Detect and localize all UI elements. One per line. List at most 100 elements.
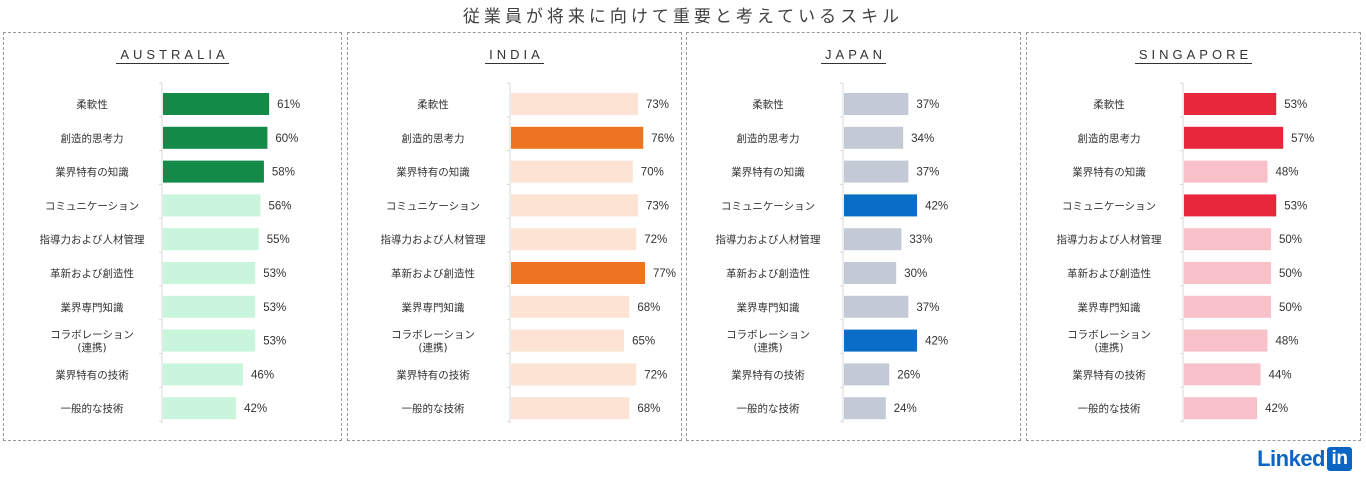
- value-label: 73%: [646, 99, 669, 111]
- value-label: 48%: [1276, 167, 1299, 179]
- category-label: コミュニケーション: [1062, 200, 1156, 212]
- bar-japan-6: [844, 295, 909, 318]
- linkedin-logo: Linked in: [1257, 446, 1352, 472]
- bar-india-4: [511, 228, 637, 251]
- bar-japan-7: [844, 329, 918, 352]
- bar-india-1: [511, 126, 644, 149]
- category-label: 一般的な技術: [1078, 402, 1141, 415]
- bar-singapore-6: [1184, 295, 1271, 318]
- bar-australia-0: [163, 93, 270, 115]
- value-label: 55%: [267, 234, 290, 246]
- bar-singapore-0: [1184, 93, 1277, 115]
- chart-india: 73% 柔軟性 76% 創造的思考力 70% 業界特有の知識 73% コミュニケーション 72%…: [381, 82, 676, 424]
- bar-singapore-8: [1184, 363, 1261, 386]
- value-label: 72%: [644, 234, 667, 246]
- value-label: 58%: [272, 167, 295, 179]
- value-label: 42%: [925, 336, 948, 348]
- category-label: 指導力および人材管理: [40, 233, 145, 246]
- category-label: コラボレーション(連携): [726, 329, 810, 354]
- value-label: 50%: [1279, 234, 1302, 246]
- bar-india-5: [511, 262, 645, 284]
- category-label: 指導力および人材管理: [1057, 233, 1162, 246]
- panel-title-japan: JAPAN: [821, 47, 886, 64]
- category-label: コラボレーション(連携): [391, 329, 475, 354]
- category-label: 柔軟性: [752, 98, 784, 111]
- category-label: 指導力および人材管理: [381, 233, 486, 246]
- bar-singapore-2: [1184, 160, 1268, 183]
- bar-australia-1: [163, 126, 268, 149]
- value-label: 34%: [911, 133, 934, 145]
- chart-japan: 37% 柔軟性 34% 創造的思考力 37% 業界特有の知識 42% コミュニケーション 33%…: [716, 82, 948, 424]
- value-label: 53%: [263, 268, 286, 280]
- panel-singapore: SINGAPORE 53% 柔軟性 57% 創造的思考力 48% 業界特有の知識 53% コミ…: [1026, 32, 1361, 441]
- category-label: コミュニケーション: [386, 200, 480, 212]
- value-label: 46%: [251, 369, 274, 381]
- category-label: コミュニケーション: [721, 200, 815, 212]
- category-label: 業界専門知識: [1078, 301, 1141, 314]
- value-label: 53%: [1284, 99, 1307, 111]
- category-label: 業界特有の知識: [55, 166, 129, 179]
- bar-singapore-4: [1184, 228, 1271, 251]
- value-label: 70%: [641, 167, 664, 179]
- category-label: 創造的思考力: [402, 132, 465, 145]
- panel-title-singapore: SINGAPORE: [1134, 47, 1253, 64]
- bar-india-6: [511, 295, 630, 318]
- value-label: 42%: [1265, 403, 1288, 415]
- category-label: 創造的思考力: [1078, 132, 1141, 145]
- category-label: 革新および創造性: [50, 267, 134, 280]
- category-label: 業界専門知識: [402, 301, 465, 314]
- category-label: 創造的思考力: [737, 132, 800, 145]
- chart-singapore: 53% 柔軟性 57% 創造的思考力 48% 業界特有の知識 53% コミュニケーション 50%…: [1057, 82, 1314, 424]
- value-label: 50%: [1279, 302, 1302, 314]
- linkedin-in-icon: in: [1327, 447, 1352, 471]
- value-label: 37%: [916, 99, 939, 111]
- bar-singapore-1: [1184, 126, 1284, 149]
- value-label: 53%: [263, 336, 286, 348]
- bar-australia-6: [163, 295, 256, 318]
- bar-singapore-3: [1184, 194, 1277, 217]
- value-label: 77%: [653, 268, 676, 280]
- bar-japan-4: [844, 228, 902, 251]
- category-label: 業界特有の技術: [396, 368, 470, 381]
- value-label: 30%: [904, 268, 927, 280]
- bar-japan-2: [844, 160, 909, 183]
- bar-australia-9: [163, 397, 237, 420]
- panel-australia: AUSTRALIA 61% 柔軟性 60% 創造的思考力 58% 業界特有の知識 56% コミ…: [3, 32, 342, 441]
- page-title: 従業員が将来に向けて重要と考えているスキル: [462, 7, 904, 27]
- value-label: 24%: [894, 403, 917, 415]
- category-label: 一般的な技術: [737, 402, 800, 415]
- category-label: 業界専門知識: [61, 301, 124, 314]
- value-label: 61%: [277, 99, 300, 111]
- bar-australia-5: [163, 262, 256, 284]
- category-label: 業界特有の技術: [55, 368, 129, 381]
- bar-australia-4: [163, 228, 259, 251]
- panel-title-india: INDIA: [485, 47, 544, 64]
- category-label: 業界特有の知識: [731, 166, 805, 179]
- value-label: 53%: [263, 302, 286, 314]
- bar-japan-1: [844, 126, 904, 149]
- linkedin-logo-text: Linked: [1257, 446, 1325, 471]
- category-label: 指導力および人材管理: [716, 233, 821, 246]
- bar-india-2: [511, 160, 633, 183]
- category-label: コミュニケーション: [45, 200, 139, 212]
- value-label: 57%: [1291, 133, 1314, 145]
- value-label: 56%: [268, 200, 291, 212]
- value-label: 53%: [1284, 200, 1307, 212]
- category-label: 革新および創造性: [1067, 267, 1151, 280]
- bar-india-3: [511, 194, 639, 217]
- value-label: 68%: [637, 302, 660, 314]
- value-label: 68%: [637, 403, 660, 415]
- bar-australia-3: [163, 194, 261, 217]
- category-label: 業界専門知識: [737, 301, 800, 314]
- panel-india: INDIA 73% 柔軟性 76% 創造的思考力 70% 業界特有の知識 73% コミュニケー…: [347, 32, 682, 441]
- category-label: 革新および創造性: [726, 267, 810, 280]
- category-label: コラボレーション(連携): [1067, 329, 1151, 354]
- value-label: 44%: [1269, 369, 1292, 381]
- category-label: 創造的思考力: [61, 132, 124, 145]
- value-label: 42%: [925, 200, 948, 212]
- bar-singapore-5: [1184, 262, 1271, 284]
- value-label: 76%: [651, 133, 674, 145]
- bar-india-8: [511, 363, 637, 386]
- bar-india-0: [511, 93, 639, 115]
- bar-japan-8: [844, 363, 890, 386]
